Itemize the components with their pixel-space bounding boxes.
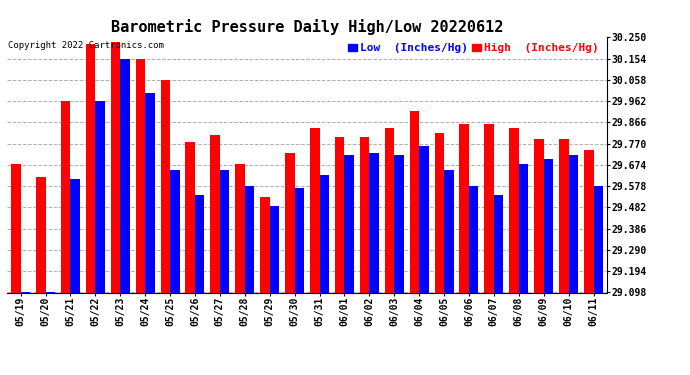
Bar [295,188,304,375]
Bar [335,137,344,375]
Bar [136,59,145,375]
Bar [593,186,603,375]
Bar [120,59,130,375]
Bar [36,177,46,375]
Bar [220,170,229,375]
Bar [285,153,295,375]
Title: Barometric Pressure Daily High/Low 20220612: Barometric Pressure Daily High/Low 20220… [111,19,503,35]
Bar [569,155,578,375]
Bar [394,155,404,375]
Bar [260,197,270,375]
Bar [410,111,419,375]
Bar [95,101,105,375]
Bar [210,135,220,375]
Text: Copyright 2022 Cartronics.com: Copyright 2022 Cartronics.com [8,41,164,50]
Bar [11,164,21,375]
Bar [509,128,519,375]
Bar [484,124,494,375]
Bar [46,292,55,375]
Bar [444,170,453,375]
Bar [186,141,195,375]
Bar [245,186,254,375]
Bar [111,42,120,375]
Bar [310,128,319,375]
Bar [344,155,354,375]
Bar [195,195,204,375]
Bar [360,137,369,375]
Bar [435,133,444,375]
Bar [170,170,179,375]
Bar [86,44,95,375]
Bar [544,159,553,375]
Bar [534,140,544,375]
Bar [145,93,155,375]
Bar [70,179,80,375]
Bar [161,80,170,375]
Bar [519,164,529,375]
Bar [385,128,394,375]
Bar [494,195,503,375]
Bar [419,146,428,375]
Bar [584,150,593,375]
Bar [319,175,329,375]
Bar [235,164,245,375]
Bar [369,153,379,375]
Bar [460,124,469,375]
Bar [270,206,279,375]
Bar [559,140,569,375]
Legend: Low  (Inches/Hg), High  (Inches/Hg): Low (Inches/Hg), High (Inches/Hg) [344,39,603,58]
Bar [61,101,70,375]
Bar [469,186,478,375]
Bar [21,292,30,375]
